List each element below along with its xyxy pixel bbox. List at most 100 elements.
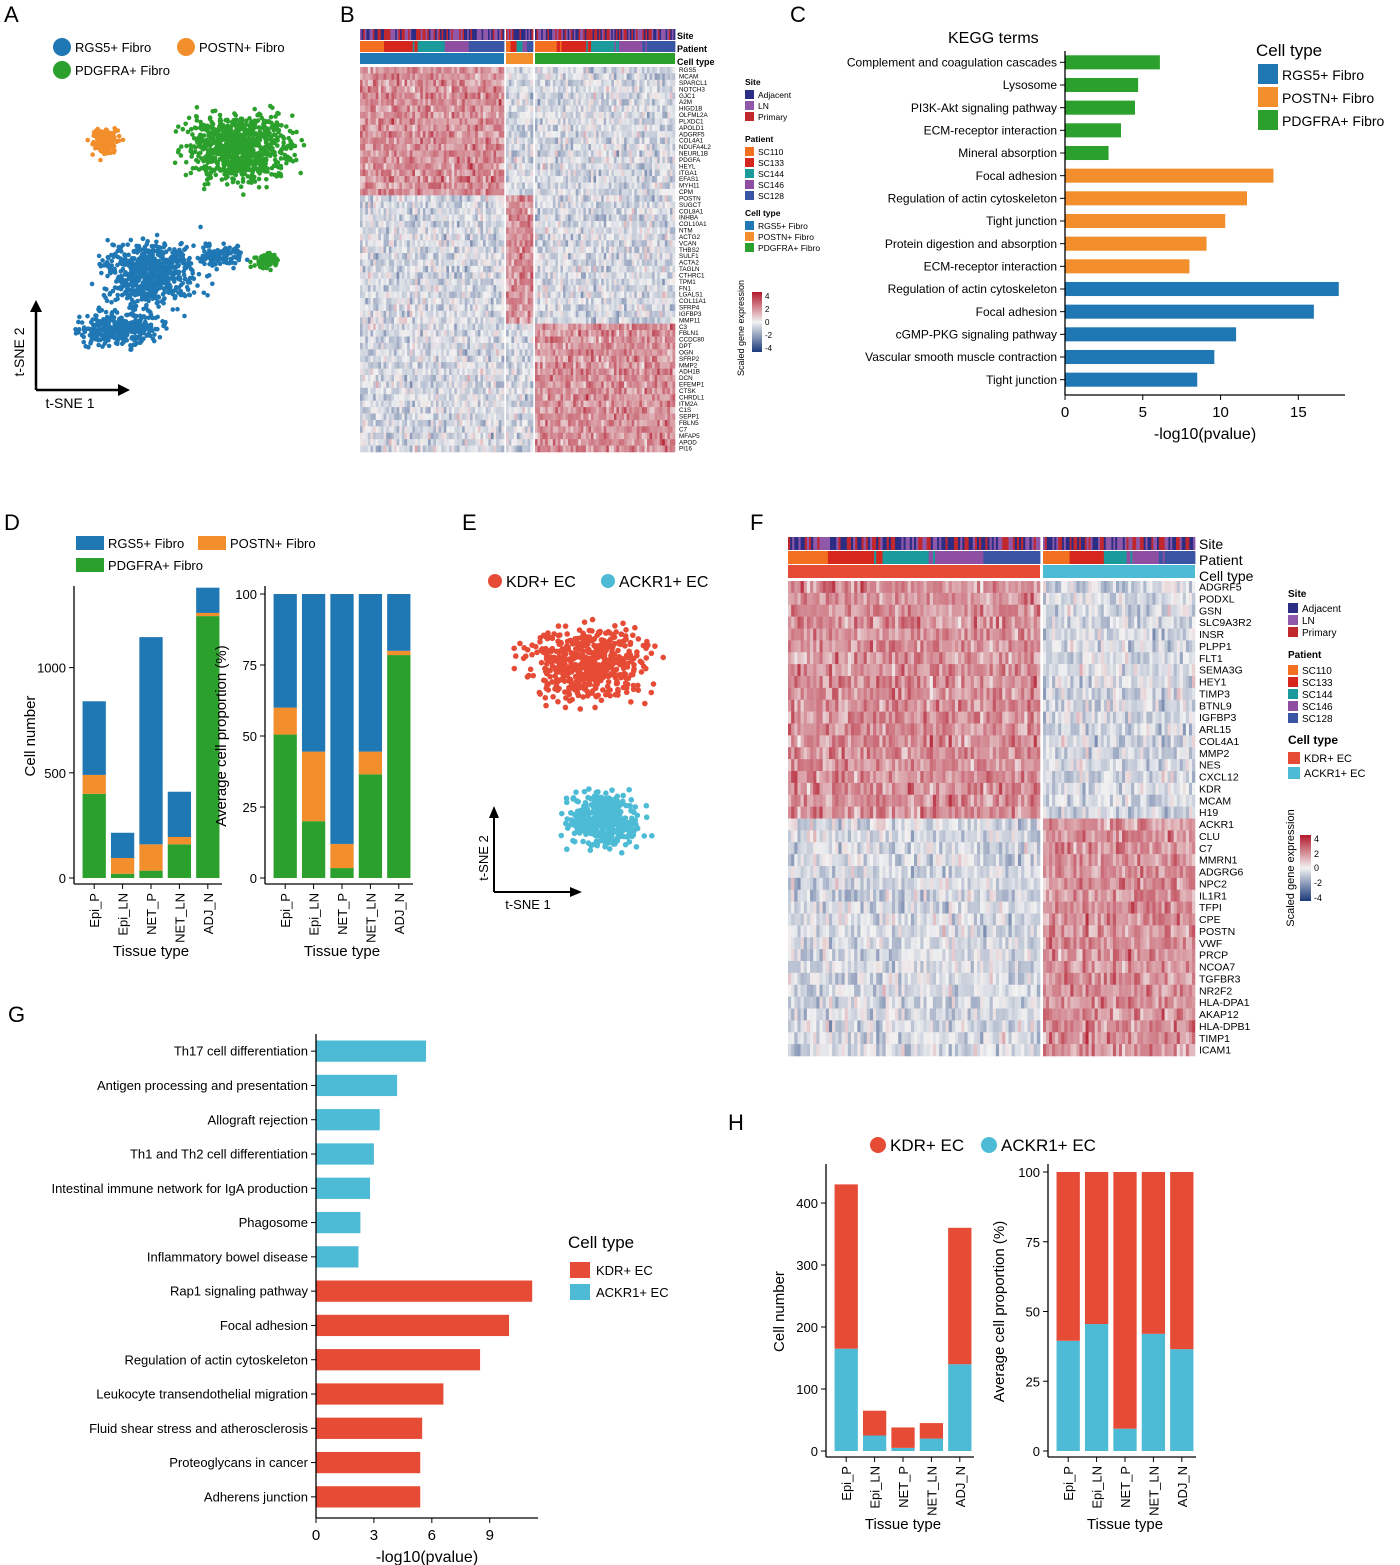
heatmap-cell <box>522 73 526 81</box>
heatmap-cell <box>649 105 653 113</box>
tsne-point <box>249 145 254 151</box>
heatmap-cell <box>490 176 494 183</box>
heatmap-cell <box>511 137 515 145</box>
tsne-point <box>287 157 293 163</box>
heatmap-cell <box>441 137 445 145</box>
heatmap-cell <box>362 176 366 183</box>
tsne-point <box>253 124 258 130</box>
heatmap-cell <box>477 79 481 87</box>
heatmap-cell <box>516 124 520 132</box>
heatmap-cell <box>606 99 610 106</box>
heatmap-cell <box>506 169 509 177</box>
heatmap-cell <box>493 182 497 190</box>
heatmap-cell <box>545 105 549 113</box>
heatmap-cell <box>496 92 500 100</box>
heatmap-cell <box>626 156 630 164</box>
heatmap-cell <box>578 144 582 151</box>
annotation-cell-celltype <box>506 53 533 64</box>
heatmap-cell <box>570 163 574 170</box>
tsne-point <box>261 146 267 152</box>
heatmap-cell <box>433 105 437 113</box>
tsne-point <box>100 344 105 349</box>
heatmap-cell <box>370 182 374 190</box>
heatmap-cell <box>501 86 505 93</box>
tsne-point <box>288 145 294 151</box>
heatmap-cell <box>360 105 363 113</box>
heatmap-cell <box>552 163 556 170</box>
heatmap-cell <box>417 79 421 87</box>
heatmap-cell <box>380 118 384 126</box>
heatmap-cell <box>613 124 617 132</box>
tsne-point <box>213 255 219 261</box>
heatmap-cell <box>475 79 479 87</box>
heatmap-cell <box>639 163 643 170</box>
heatmap-cell <box>375 79 379 87</box>
heatmap-cell <box>591 105 594 113</box>
heatmap-cell <box>493 73 497 81</box>
heatmap-cell <box>488 156 492 164</box>
heatmap-cell <box>596 163 599 170</box>
heatmap-cell <box>560 144 564 151</box>
tsne-point <box>230 179 236 185</box>
heatmap-cell <box>588 99 592 106</box>
tsne-point <box>118 278 124 284</box>
heatmap-cell <box>399 156 403 164</box>
heatmap-cell <box>367 131 371 138</box>
heatmap-cell <box>657 92 661 100</box>
heatmap-cell <box>462 99 466 106</box>
tsne-point <box>290 130 296 136</box>
heatmap-cell <box>641 137 645 145</box>
heatmap-cell <box>583 92 587 100</box>
heatmap-cell <box>568 169 571 177</box>
heatmap-cell <box>472 163 476 170</box>
tsne-point <box>96 307 101 312</box>
heatmap-cell <box>496 79 500 87</box>
heatmap-cell <box>596 150 599 158</box>
heatmap-cell <box>672 176 676 183</box>
heatmap-cell <box>647 92 650 100</box>
heatmap-cell <box>467 105 471 113</box>
tsne-point <box>110 242 115 247</box>
heatmap-cell <box>540 163 543 170</box>
tsne-point <box>255 151 261 157</box>
heatmap-cell <box>475 105 479 113</box>
tsne-point <box>125 242 131 247</box>
heatmap-cell <box>593 99 597 106</box>
heatmap-cell <box>527 163 531 170</box>
heatmap-cell <box>606 92 610 100</box>
heatmap-cell <box>498 182 502 190</box>
heatmap-cell <box>475 92 479 100</box>
heatmap-cell <box>480 124 484 132</box>
heatmap-cell <box>547 111 551 119</box>
heatmap-cell <box>522 169 526 177</box>
heatmap-cell <box>422 156 426 164</box>
heatmap-cell <box>449 118 452 126</box>
heatmap-cell <box>568 131 571 138</box>
tsne-point <box>211 156 216 162</box>
heatmap-cell <box>535 137 538 145</box>
tsne-point <box>232 111 237 116</box>
heatmap-cell <box>462 118 466 126</box>
heatmap-cell <box>454 67 458 74</box>
heatmap-cell <box>498 176 502 183</box>
heatmap-cell <box>621 169 625 177</box>
heatmap-cell <box>435 131 439 138</box>
tsne-point <box>175 306 180 312</box>
heatmap-cell <box>443 176 447 183</box>
heatmap-cell <box>362 67 366 74</box>
heatmap-cell <box>631 131 635 138</box>
heatmap-cell <box>451 86 455 93</box>
heatmap-cell <box>360 137 363 145</box>
heatmap-cell <box>430 99 434 106</box>
tsne-point <box>218 118 224 124</box>
tsne-point <box>166 265 171 271</box>
heatmap-cell <box>552 111 556 119</box>
heatmap-cell <box>578 137 582 145</box>
heatmap-cell <box>662 137 666 145</box>
heatmap-cell <box>588 105 592 113</box>
heatmap-cell <box>480 131 484 138</box>
heatmap-cell <box>401 163 405 170</box>
heatmap-cell <box>629 105 633 113</box>
heatmap-cell <box>516 92 520 100</box>
heatmap-cell <box>383 169 387 177</box>
